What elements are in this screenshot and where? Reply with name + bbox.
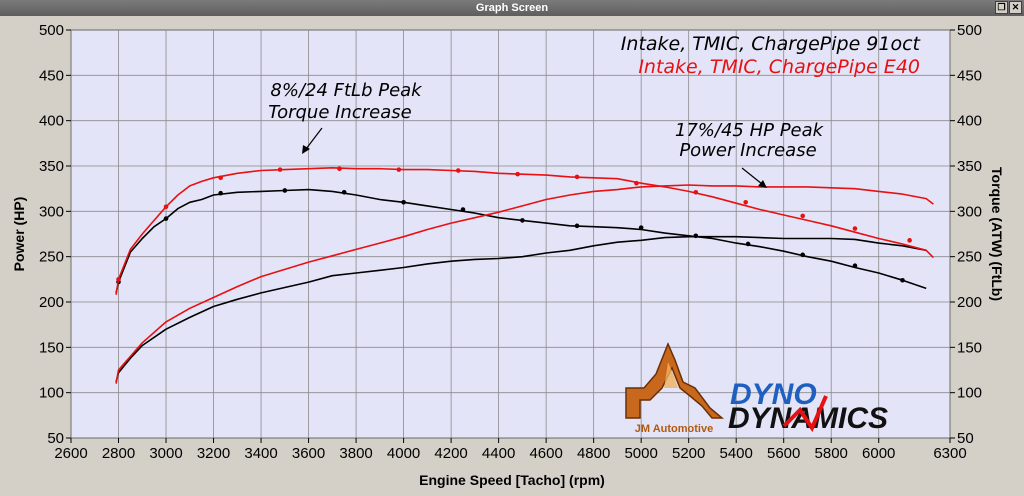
x-axis-title: Engine Speed [Tacho] (rpm) bbox=[419, 472, 605, 488]
plot-area bbox=[70, 29, 951, 439]
series-point-2 bbox=[515, 171, 520, 177]
x-tick-label: 4000 bbox=[387, 445, 420, 462]
annotation-power-arrowhead bbox=[758, 180, 767, 188]
x-tick-label: 3200 bbox=[197, 445, 230, 462]
jm-logo-text: JM Automotive bbox=[635, 423, 713, 435]
y-left-tick-label: 50 bbox=[47, 430, 64, 447]
annotation-power-line2: Power Increase bbox=[679, 140, 816, 161]
y-left-tick-label: 500 bbox=[39, 22, 64, 39]
y-left-tick-label: 400 bbox=[39, 113, 64, 130]
y-left-tick-label: 200 bbox=[39, 294, 64, 311]
y-left-tick-label: 250 bbox=[39, 249, 64, 266]
series-point-0 bbox=[900, 277, 905, 283]
dyno-dynamics-logo: DYNO DYNAMICS bbox=[728, 378, 888, 435]
series-point-0 bbox=[341, 189, 347, 195]
series-point-2 bbox=[277, 167, 283, 172]
grid-lines bbox=[70, 29, 951, 439]
series-line-3 bbox=[115, 184, 934, 384]
tick-labels: 2600 2800 3000 3200 3400 3600 3800 4000 4200 4400… bbox=[39, 22, 982, 462]
x-tick-label: 4200 bbox=[434, 445, 467, 462]
x-tick-label: 5000 bbox=[624, 445, 657, 462]
series-point-0 bbox=[282, 188, 288, 193]
x-tick-label: 5400 bbox=[720, 445, 753, 462]
x-tick-label: 3800 bbox=[339, 445, 372, 462]
dyno-chart: 2600 2800 3000 3200 3400 3600 3800 4000 4200 4400… bbox=[11, 22, 1005, 488]
annotation-torque-line2: Torque Increase bbox=[268, 102, 411, 123]
y-right-tick-label: 250 bbox=[957, 249, 982, 266]
x-tick-label: 4600 bbox=[529, 445, 562, 462]
y-right-tick-label: 450 bbox=[957, 67, 982, 84]
series-point-2 bbox=[800, 213, 806, 219]
x-tick-label: 3600 bbox=[292, 445, 325, 462]
x-tick-label: 5800 bbox=[815, 445, 848, 462]
legend-entry-91oct: Intake, TMIC, ChargePipe 91oct bbox=[621, 33, 922, 55]
series-point-0 bbox=[401, 199, 406, 205]
x-tick-label: 2800 bbox=[102, 445, 135, 462]
y-right-tick-label: 300 bbox=[957, 203, 982, 220]
annotation-torque-arrow bbox=[305, 127, 323, 150]
y-right-tick-label: 150 bbox=[957, 339, 982, 356]
series-point-0 bbox=[638, 225, 644, 230]
series-point-0 bbox=[574, 223, 580, 229]
y-axis-left-title: Power (HP) bbox=[11, 197, 27, 272]
x-tick-label: 6000 bbox=[862, 445, 895, 462]
annotation-torque-line1: 8%/24 FtLb Peak bbox=[270, 80, 423, 101]
y-right-tick-label: 50 bbox=[957, 430, 974, 447]
plot-background bbox=[70, 29, 951, 439]
y-axis-right-title: Torque (ATW) (FtLb) bbox=[989, 167, 1005, 301]
series-point-2 bbox=[634, 180, 639, 186]
series-layer bbox=[115, 166, 934, 384]
series-point-0 bbox=[520, 218, 525, 223]
series-point-2 bbox=[337, 166, 342, 172]
annotation-power-line1: 17%/45 HP Peak bbox=[675, 120, 825, 141]
series-point-2 bbox=[455, 168, 461, 173]
x-tick-label: 5200 bbox=[672, 445, 705, 462]
x-tick-label: 6300 bbox=[933, 445, 966, 462]
annotation-power-arrow bbox=[741, 167, 763, 185]
x-tick-label: 4800 bbox=[577, 445, 610, 462]
legend-entry-e40: Intake, TMIC, ChargePipe E40 bbox=[638, 56, 920, 78]
jm-automotive-logo: JM Automotive bbox=[625, 342, 725, 435]
series-point-2 bbox=[907, 238, 912, 243]
series-line-1 bbox=[115, 235, 927, 383]
series-point-0 bbox=[460, 207, 466, 212]
series-point-2 bbox=[163, 204, 169, 210]
series-point-2 bbox=[693, 189, 699, 195]
restore-button[interactable]: ❐ bbox=[995, 1, 1008, 14]
y-left-tick-label: 350 bbox=[39, 158, 64, 175]
series-point-2 bbox=[116, 277, 121, 282]
series-point-2 bbox=[574, 174, 580, 180]
window-title: Graph Screen bbox=[475, 2, 549, 14]
x-tick-label: 5600 bbox=[767, 445, 800, 462]
series-line-2 bbox=[115, 167, 934, 295]
dyno-logo-text: DYNO bbox=[730, 378, 817, 411]
y-left-tick-label: 450 bbox=[39, 67, 64, 84]
x-tick-label: 2600 bbox=[54, 445, 87, 462]
y-left-tick-label: 100 bbox=[39, 385, 64, 402]
annotation-torque-arrowhead bbox=[302, 145, 310, 154]
window-titlebar: Graph Screen ❐ ✕ bbox=[0, 0, 1024, 16]
x-tick-label: 3400 bbox=[244, 445, 277, 462]
series-point-2 bbox=[218, 175, 223, 181]
y-right-tick-label: 500 bbox=[957, 22, 982, 39]
series-point-0 bbox=[218, 190, 223, 196]
x-tick-label: 3000 bbox=[149, 445, 182, 462]
y-right-tick-label: 350 bbox=[957, 158, 982, 175]
series-point-0 bbox=[745, 241, 751, 247]
series-point-2 bbox=[743, 199, 748, 205]
y-left-tick-label: 150 bbox=[39, 339, 64, 356]
series-point-0 bbox=[163, 216, 169, 221]
series-point-0 bbox=[800, 252, 806, 258]
y-right-tick-label: 400 bbox=[957, 113, 982, 130]
close-button[interactable]: ✕ bbox=[1009, 1, 1022, 14]
x-tick-label: 4400 bbox=[482, 445, 515, 462]
series-point-0 bbox=[852, 263, 858, 269]
series-point-2 bbox=[396, 167, 402, 172]
series-point-2 bbox=[852, 226, 858, 231]
y-left-tick-label: 300 bbox=[39, 203, 64, 220]
y-right-tick-label: 200 bbox=[957, 294, 982, 311]
y-right-tick-label: 100 bbox=[957, 385, 982, 402]
